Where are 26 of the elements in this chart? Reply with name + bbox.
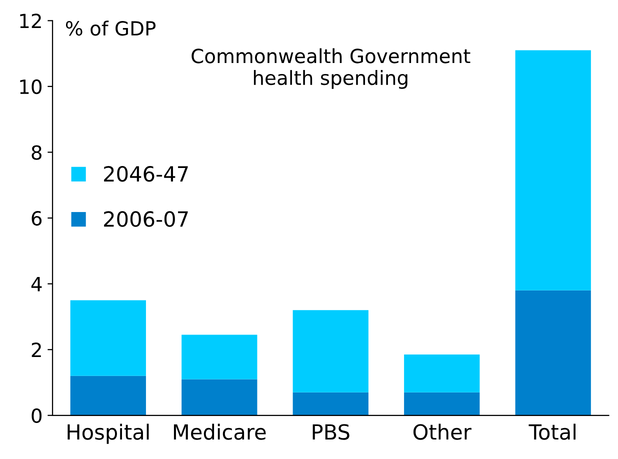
x-tick-label: Hospital [68,424,149,444]
y-tick-label: 4 [31,277,42,292]
x-tick-label: Other [413,424,472,440]
bar [404,392,480,416]
bar [404,354,480,392]
y-tick-label: 8 [32,145,42,160]
y-tick-label: 2 [32,342,41,357]
bar [292,392,368,416]
y-axis-title: % of GDP [66,20,156,36]
bar [292,310,368,392]
bar [182,379,258,416]
legend-label: 2006-07 [104,211,188,227]
x-tick-label: Total [528,424,576,440]
x-tick-label: PBS [312,424,350,440]
bar [70,300,146,376]
bar [515,290,591,416]
y-tick-label: 10 [20,79,42,94]
x-tick-label: Medicare [174,424,266,440]
y-tick-label: 6 [32,210,42,226]
y-tick-label: 12 [20,14,41,28]
legend-label: 2046-47 [104,166,188,182]
bar [182,334,258,380]
text: Commonwealth Government health spending [192,48,470,89]
bar [515,50,591,290]
bar [70,376,146,416]
y-tick-label: 0 [32,408,42,424]
